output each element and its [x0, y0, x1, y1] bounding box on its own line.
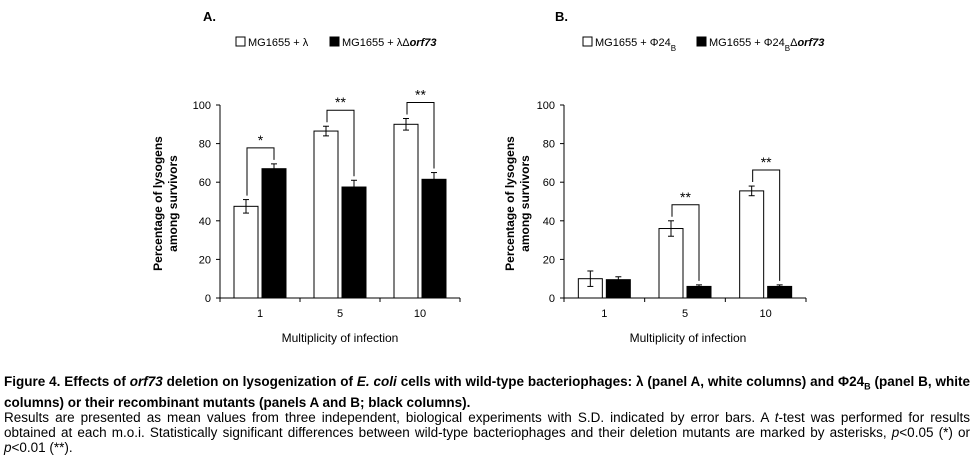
panel-a-sig-label-1: ** — [335, 94, 346, 110]
panel-a-x-tick-label-2: 10 — [414, 308, 426, 320]
panel-b-y-axis-title-line-1: Percentage of lysogens — [503, 136, 517, 271]
panel-b-y-tick-label-5: 100 — [537, 100, 555, 112]
panel-b-legend-swatch-0 — [582, 36, 593, 47]
panel-b-sig-bracket-2 — [752, 169, 781, 281]
panel-b-y-tick-label-3: 60 — [543, 177, 555, 189]
panel-a-legend-swatch-1 — [329, 36, 340, 47]
panel-a-chart: A. MG1655 + λ MG1655 + λΔorf73 0 20 40 60 80 100… — [151, 9, 461, 345]
panel-a-legend-swatch-0 — [235, 36, 246, 47]
panel-a-bar-s0-c0 — [233, 205, 259, 299]
panel-b-x-axis-title: Multiplicity of infection — [630, 331, 747, 345]
panel-b-x-tick-label-0: 1 — [601, 308, 607, 320]
panel-a-bar-s0-c2 — [393, 123, 419, 299]
panel-a-y-tick-label-0: 0 — [205, 293, 211, 305]
panel-a-y-axis-title-line-2: among survivors — [166, 155, 180, 252]
panel-a-x-tick-label-0: 1 — [257, 308, 263, 320]
panel-b-x-tick-label-2: 10 — [760, 308, 772, 320]
panel-a-sig-bracket-2 — [406, 102, 435, 169]
panel-a-y-tick-label-1: 20 — [199, 254, 211, 266]
panel-a-bar-s1-c1 — [341, 186, 367, 299]
panel-b-legend-swatch-1 — [696, 36, 707, 47]
panel-a-legend-label-1: MG1655 + λΔorf73 — [342, 37, 436, 49]
panel-a-legend-label-0: MG1655 + λ — [248, 37, 309, 49]
panel-a-x-axis-title: Multiplicity of infection — [282, 331, 399, 345]
figure-caption: Figure 4. Effects of orf73 deletion on l… — [4, 374, 970, 455]
panel-a-sig-label-0: * — [258, 132, 264, 148]
panel-b-sig-label-2: ** — [761, 154, 772, 170]
panel-b-legend-label-0: MG1655 + Φ24B — [595, 37, 676, 53]
panel-a-sig-bracket-1 — [326, 109, 355, 177]
panel-a-y-tick-label-3: 60 — [199, 177, 211, 189]
panel-a-sig-label-2: ** — [415, 87, 426, 103]
panel-a-bar-s1-c0 — [261, 168, 287, 299]
panel-b-y-axis-title-line-2: among survivors — [518, 155, 532, 252]
panel-b-y-tick-label-2: 40 — [543, 216, 555, 228]
panel-b-y-tick-label-0: 0 — [549, 293, 555, 305]
caption-title: Figure 4. Effects of orf73 deletion on l… — [4, 374, 970, 410]
panel-a-y-tick-label-5: 100 — [193, 100, 211, 112]
panel-b-bar-s0-c2 — [739, 190, 765, 299]
panel-a-letter: A. — [203, 9, 216, 24]
panel-a-bar-s1-c2 — [421, 178, 447, 299]
panel-a-y-tick-label-2: 40 — [199, 216, 211, 228]
panel-b-x-tick-label-1: 5 — [682, 308, 688, 320]
panel-b-sig-bracket-1 — [671, 204, 700, 281]
panel-b-bar-s0-c1 — [658, 228, 684, 299]
figure: A.MG1655 + λ MG1655 + λΔorf73020406080100… — [151, 9, 824, 345]
panel-b-y-tick-label-1: 20 — [543, 254, 555, 266]
panel-a-x-tick-label-1: 5 — [337, 308, 343, 320]
panel-b-y-tick-label-4: 80 — [543, 139, 555, 151]
panel-b-sig-label-1: ** — [680, 189, 691, 205]
panel-a-y-axis-title-line-1: Percentage of lysogens — [151, 136, 165, 271]
panel-a-y-tick-label-4: 80 — [199, 139, 211, 151]
panel-b-letter: B. — [555, 9, 568, 24]
panel-b-chart: B. MG1655 + Φ24B MG1655 + Φ24BΔorf73 0 20 40 6… — [503, 9, 824, 345]
caption-body: Results are presented as mean values fro… — [4, 409, 970, 455]
panel-a-bar-s0-c1 — [313, 130, 339, 299]
panel-a-sig-bracket-0 — [246, 147, 275, 196]
panel-b-legend-label-1: MG1655 + Φ24BΔorf73 — [709, 37, 824, 53]
